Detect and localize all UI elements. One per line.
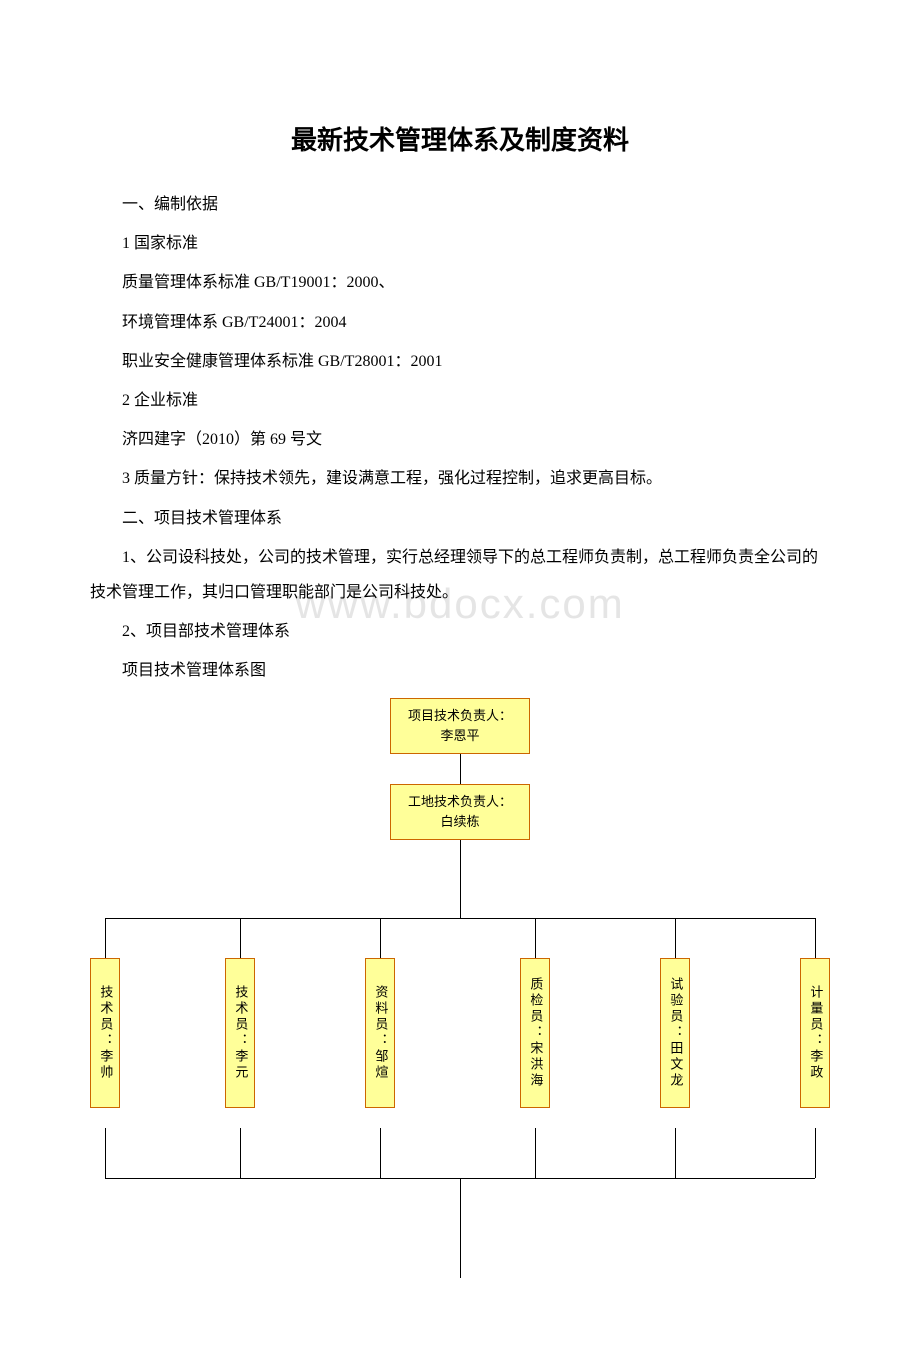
connector-line xyxy=(460,1178,461,1278)
body-text: 2、项目部技术管理体系 xyxy=(90,614,830,649)
connector-line xyxy=(675,1128,676,1178)
connector-line xyxy=(675,918,676,958)
section-heading-2: 二、项目技术管理体系 xyxy=(90,501,830,536)
org-node-leaf: 质检员：宋洪海 xyxy=(520,958,550,1108)
connector-line xyxy=(815,1128,816,1178)
connector-line xyxy=(380,1128,381,1178)
body-text: 项目技术管理体系图 xyxy=(90,653,830,688)
org-node-project-lead: 项目技术负责人：李恩平 xyxy=(390,698,530,754)
org-node-leaf: 试验员：田文龙 xyxy=(660,958,690,1108)
connector-line xyxy=(535,1128,536,1178)
connector-line xyxy=(240,1128,241,1178)
body-text: 1 国家标准 xyxy=(90,226,830,261)
body-text: 2 企业标准 xyxy=(90,383,830,418)
connector-line xyxy=(105,1128,106,1178)
connector-line xyxy=(380,918,381,958)
org-node-leaf: 计量员：李政 xyxy=(800,958,830,1108)
connector-line xyxy=(460,754,461,784)
body-text: 职业安全健康管理体系标准 GB/T28001：2001 xyxy=(90,344,830,379)
connector-line xyxy=(105,918,106,958)
org-node-site-lead: 工地技术负责人：白续栋 xyxy=(390,784,530,840)
body-text: 1、公司设科技处，公司的技术管理，实行总经理领导下的总工程师负责制，总工程师负责… xyxy=(90,540,830,610)
body-text: 环境管理体系 GB/T24001：2004 xyxy=(90,305,830,340)
body-text: 3 质量方针：保持技术领先，建设满意工程，强化过程控制，追求更高目标。 xyxy=(90,461,830,496)
org-node-leaf: 技术员：李帅 xyxy=(90,958,120,1108)
body-text: 质量管理体系标准 GB/T19001：2000、 xyxy=(90,265,830,300)
section-heading-1: 一、编制依据 xyxy=(90,187,830,222)
body-text: 济四建字（2010）第 69 号文 xyxy=(90,422,830,457)
page-title: 最新技术管理体系及制度资料 xyxy=(90,120,830,157)
connector-bus xyxy=(105,918,815,919)
connector-line xyxy=(460,840,461,918)
connector-line xyxy=(815,918,816,958)
org-chart: 项目技术负责人：李恩平工地技术负责人：白续栋技术员：李帅 技术员：李元 资料员：邹煊… xyxy=(90,698,830,1308)
org-node-leaf: 资料员：邹煊 xyxy=(365,958,395,1108)
connector-line xyxy=(240,918,241,958)
connector-line xyxy=(535,918,536,958)
org-node-leaf: 技术员：李元 xyxy=(225,958,255,1108)
